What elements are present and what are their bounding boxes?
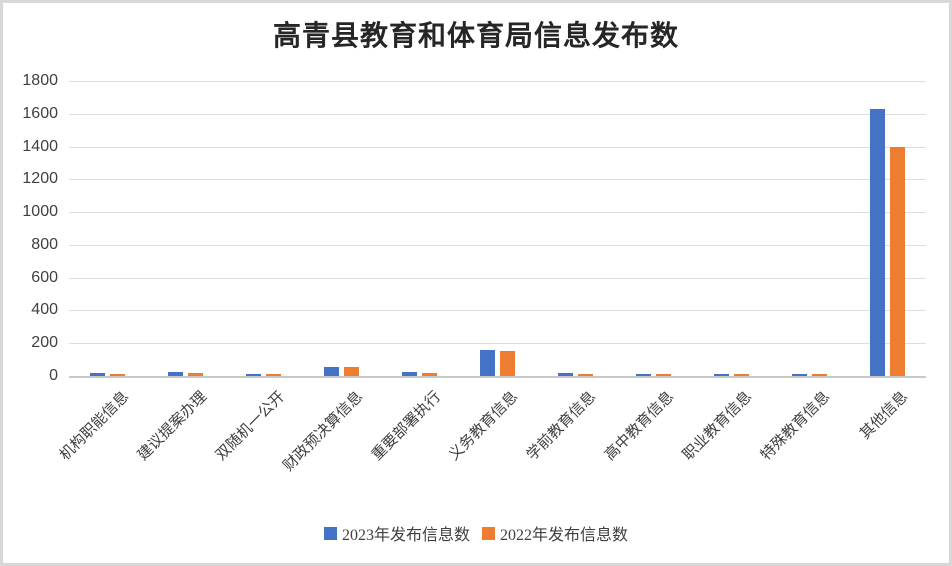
y-grid-line — [69, 179, 926, 181]
bar-2022-cat10 — [889, 146, 905, 376]
bar-2023-cat4 — [402, 371, 418, 376]
bar-2022-cat4 — [422, 372, 438, 376]
bar-2023-cat6 — [557, 372, 573, 376]
y-axis-tick-label: 400 — [31, 301, 58, 319]
bar-2023-cat8 — [713, 374, 729, 376]
y-grid-line — [69, 343, 926, 345]
y-grid-line — [69, 146, 926, 148]
bar-2022-cat9 — [811, 374, 827, 376]
bar-2022-cat3 — [344, 366, 360, 376]
y-axis-tick-label: 0 — [49, 367, 58, 384]
y-grid-line — [69, 244, 926, 246]
legend-swatch-icon — [482, 526, 495, 540]
y-axis-tick-label: 1000 — [22, 203, 58, 221]
bar-2022-cat8 — [733, 374, 749, 376]
bar-2023-cat9 — [791, 374, 807, 376]
y-grid-line — [69, 81, 926, 82]
y-grid-line — [69, 310, 926, 312]
y-grid-line — [69, 277, 926, 279]
x-axis-category-label: 义务教育信息 — [446, 388, 522, 464]
bar-2022-cat0 — [110, 374, 126, 376]
bar-2023-cat10 — [869, 108, 885, 376]
bar-2023-cat5 — [480, 349, 495, 376]
x-axis-category-label: 财政预决算信息 — [280, 388, 366, 475]
y-axis-tick-label: 1800 — [22, 72, 58, 89]
x-axis-category-label: 职业教育信息 — [680, 388, 756, 464]
x-axis-category-label: 特殊教育信息 — [758, 388, 834, 464]
legend-label: 2023年发布信息数 — [341, 527, 470, 544]
x-axis-category-label: 高中教育信息 — [602, 388, 678, 464]
y-grid-line — [69, 212, 926, 214]
legend-swatch-icon — [323, 526, 337, 540]
y-axis-tick-label: 1200 — [22, 170, 58, 188]
legend: 2023年发布信息数 2022年发布信息数 — [0, 522, 952, 544]
chart-title: 高青县教育和体育局信息发布数 — [272, 21, 679, 52]
x-axis-line — [69, 376, 926, 378]
bar-2023-cat1 — [168, 371, 184, 376]
bar-2022-cat2 — [266, 374, 282, 376]
y-axis-tick-label: 800 — [31, 235, 58, 253]
y-axis-tick-label: 200 — [31, 334, 58, 352]
bar-2022-cat1 — [188, 372, 204, 376]
x-axis-category-label: 机构职能信息 — [57, 388, 133, 464]
bar-2023-cat3 — [324, 366, 340, 376]
x-axis-category-label: 双随机一公开 — [212, 388, 288, 464]
bar-2022-cat7 — [655, 374, 671, 376]
x-axis-category-label: 学前教育信息 — [524, 388, 600, 464]
y-axis-tick-label: 1400 — [22, 137, 58, 155]
y-axis-tick-label: 600 — [31, 268, 58, 286]
x-axis-category-label: 建议提案办理 — [135, 388, 211, 464]
y-grid-line — [69, 113, 926, 115]
bar-2022-cat6 — [577, 374, 593, 376]
x-axis-category-label: 其他信息 — [857, 388, 912, 443]
y-axis-tick-label: 1600 — [22, 104, 58, 122]
legend-label: 2022年发布信息数 — [500, 527, 629, 544]
bar-2022-cat5 — [500, 350, 515, 376]
x-axis-category-label: 重要部署执行 — [368, 388, 444, 464]
bar-2023-cat2 — [246, 373, 262, 376]
legend-item-2023: 2023年发布信息数 — [323, 521, 470, 545]
legend-item-2022: 2022年发布信息数 — [482, 521, 628, 545]
bar-2023-cat0 — [90, 372, 106, 376]
bar-2023-cat7 — [635, 374, 651, 376]
